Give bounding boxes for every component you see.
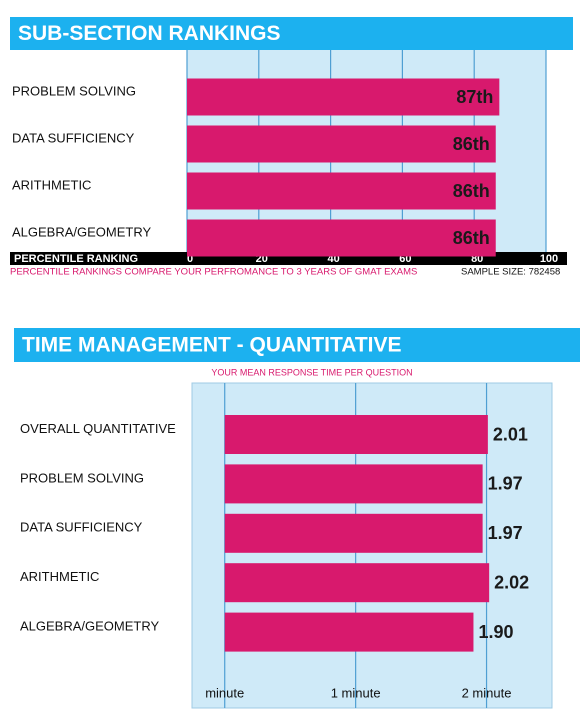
bar	[187, 219, 496, 257]
bar	[224, 563, 490, 603]
category-label: ALGEBRA/GEOMETRY	[20, 619, 160, 634]
category-label: DATA SUFFICIENCY	[12, 130, 135, 145]
bar	[187, 125, 496, 163]
value-label: 1.97	[488, 474, 523, 494]
x-tick-label: 1 minute	[331, 685, 381, 700]
bar	[224, 464, 483, 504]
bar	[224, 612, 474, 652]
category-label: DATA SUFFICIENCY	[20, 520, 143, 535]
category-label: ALGEBRA/GEOMETRY	[12, 224, 152, 239]
value-label: 1.90	[478, 622, 513, 642]
category-label: OVERALL QUANTITATIVE	[20, 421, 176, 436]
section-header	[10, 17, 573, 50]
x-tick-label: minute	[205, 685, 244, 700]
category-label: PROBLEM SOLVING	[12, 83, 136, 98]
category-label: ARITHMETIC	[12, 177, 91, 192]
value-label: 2.02	[494, 572, 529, 592]
value-label: 86th	[453, 134, 490, 154]
section-title: SUB-SECTION RANKINGS	[18, 22, 281, 45]
value-label: 86th	[453, 228, 490, 248]
value-label: 1.97	[488, 523, 523, 543]
x-tick-label: 0	[187, 253, 193, 265]
bar	[187, 172, 496, 210]
x-tick-label: 2 minute	[462, 685, 512, 700]
note: PERCENTILE RANKINGS COMPARE YOUR PERFROM…	[10, 267, 417, 278]
sample-size: SAMPLE SIZE: 782458	[461, 267, 560, 278]
x-tick-label: 100	[540, 253, 558, 265]
bar	[187, 78, 500, 116]
x-axis-label: PERCENTILE RANKING	[14, 253, 138, 265]
value-label: 87th	[456, 87, 493, 107]
value-label: 86th	[453, 181, 490, 201]
category-label: PROBLEM SOLVING	[20, 470, 144, 485]
section-title: TIME MANAGEMENT - QUANTITATIVE	[22, 334, 402, 357]
bar	[224, 415, 488, 454]
section-header	[14, 328, 580, 362]
category-label: ARITHMETIC	[20, 569, 99, 584]
subtitle: YOUR MEAN RESPONSE TIME PER QUESTION	[211, 367, 412, 377]
bar	[224, 513, 483, 553]
value-label: 2.01	[493, 424, 528, 444]
